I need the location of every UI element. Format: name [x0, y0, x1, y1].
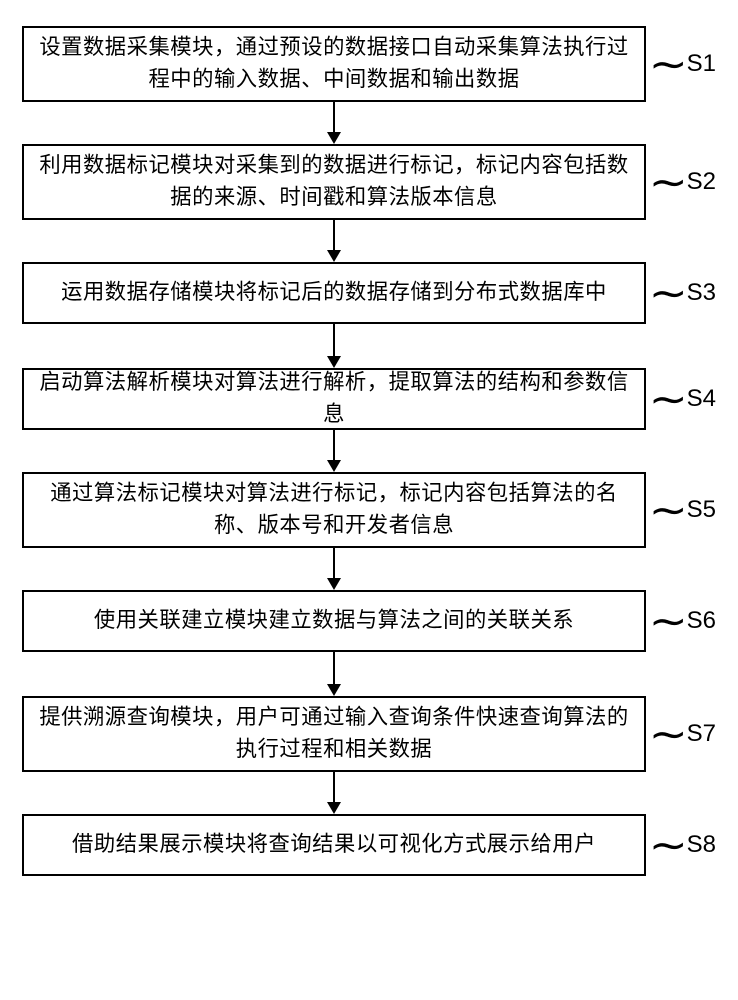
- step-label-s1: S1: [687, 50, 716, 78]
- step-label-s4: S4: [687, 385, 716, 413]
- flow-arrow-3: [0, 324, 738, 368]
- step-label-s8: S8: [687, 831, 716, 859]
- step-tilde-icon: ∼: [649, 40, 688, 89]
- flow-arrow-4: [0, 430, 738, 472]
- flow-box-s4: 启动算法解析模块对算法进行解析，提取算法的结构和参数信息: [22, 368, 646, 430]
- flow-box-s5: 通过算法标记模块对算法进行标记，标记内容包括算法的名称、版本号和开发者信息: [22, 472, 646, 548]
- step-label-s2: S2: [687, 168, 716, 196]
- flow-step-s1: 设置数据采集模块，通过预设的数据接口自动采集算法执行过程中的输入数据、中间数据和…: [22, 26, 716, 102]
- step-tilde-icon: ∼: [649, 375, 688, 424]
- flow-step-s6: 使用关联建立模块建立数据与算法之间的关联关系∼S6: [22, 590, 716, 652]
- step-label-s5: S5: [687, 496, 716, 524]
- step-label-s7: S7: [687, 720, 716, 748]
- flow-step-s2: 利用数据标记模块对采集到的数据进行标记，标记内容包括数据的来源、时间戳和算法版本…: [22, 144, 716, 220]
- flow-step-s5: 通过算法标记模块对算法进行标记，标记内容包括算法的名称、版本号和开发者信息∼S5: [22, 472, 716, 548]
- flow-box-s7: 提供溯源查询模块，用户可通过输入查询条件快速查询算法的执行过程和相关数据: [22, 696, 646, 772]
- flow-box-s6: 使用关联建立模块建立数据与算法之间的关联关系: [22, 590, 646, 652]
- step-tilde-icon: ∼: [649, 710, 688, 759]
- flow-arrow-7: [0, 772, 738, 814]
- step-tilde-icon: ∼: [649, 269, 688, 318]
- step-tilde-icon: ∼: [649, 597, 688, 646]
- flow-box-s3: 运用数据存储模块将标记后的数据存储到分布式数据库中: [22, 262, 646, 324]
- flowchart-container: 设置数据采集模块，通过预设的数据接口自动采集算法执行过程中的输入数据、中间数据和…: [0, 0, 738, 1000]
- flow-arrow-5: [0, 548, 738, 590]
- flow-arrow-2: [0, 220, 738, 262]
- step-label-s6: S6: [687, 607, 716, 635]
- flow-arrow-6: [0, 652, 738, 696]
- flow-step-s8: 借助结果展示模块将查询结果以可视化方式展示给用户∼S8: [22, 814, 716, 876]
- flow-box-s8: 借助结果展示模块将查询结果以可视化方式展示给用户: [22, 814, 646, 876]
- step-label-s3: S3: [687, 279, 716, 307]
- step-tilde-icon: ∼: [649, 158, 688, 207]
- flow-step-s4: 启动算法解析模块对算法进行解析，提取算法的结构和参数信息∼S4: [22, 368, 716, 430]
- flow-box-s1: 设置数据采集模块，通过预设的数据接口自动采集算法执行过程中的输入数据、中间数据和…: [22, 26, 646, 102]
- flow-box-s2: 利用数据标记模块对采集到的数据进行标记，标记内容包括数据的来源、时间戳和算法版本…: [22, 144, 646, 220]
- flow-step-s7: 提供溯源查询模块，用户可通过输入查询条件快速查询算法的执行过程和相关数据∼S7: [22, 696, 716, 772]
- flow-arrow-1: [0, 102, 738, 144]
- step-tilde-icon: ∼: [649, 821, 688, 870]
- flow-step-s3: 运用数据存储模块将标记后的数据存储到分布式数据库中∼S3: [22, 262, 716, 324]
- step-tilde-icon: ∼: [649, 486, 688, 535]
